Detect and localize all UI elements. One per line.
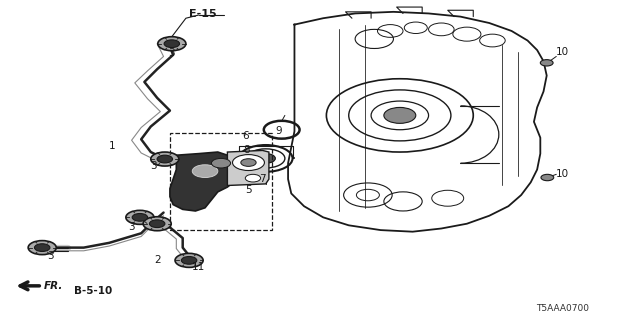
Text: T5AAA0700: T5AAA0700 (536, 304, 589, 313)
Text: 3: 3 (47, 251, 54, 260)
Circle shape (211, 158, 230, 168)
Text: 7: 7 (259, 174, 266, 184)
Circle shape (35, 244, 50, 252)
Circle shape (192, 165, 218, 178)
Circle shape (157, 155, 173, 163)
Circle shape (384, 108, 416, 123)
Text: 3: 3 (168, 48, 175, 58)
Circle shape (181, 257, 197, 264)
Polygon shape (227, 150, 269, 186)
Text: 10: 10 (556, 169, 569, 179)
Text: 8: 8 (243, 146, 250, 156)
Text: FR.: FR. (44, 281, 63, 291)
Polygon shape (170, 152, 240, 211)
Text: 9: 9 (275, 126, 282, 136)
Text: 6: 6 (242, 131, 248, 141)
Circle shape (126, 210, 154, 224)
Circle shape (232, 155, 264, 171)
Circle shape (256, 154, 275, 163)
Circle shape (149, 220, 165, 228)
Circle shape (164, 40, 180, 48)
Circle shape (132, 213, 148, 221)
Circle shape (158, 37, 186, 51)
Text: 1: 1 (109, 141, 116, 151)
Text: 10: 10 (556, 47, 569, 57)
Text: 3: 3 (128, 222, 135, 232)
Circle shape (541, 174, 554, 181)
Circle shape (540, 60, 553, 66)
Circle shape (28, 241, 56, 255)
Circle shape (143, 217, 172, 231)
Circle shape (241, 159, 256, 166)
Text: 2: 2 (154, 255, 161, 265)
Text: B-5-10: B-5-10 (74, 286, 113, 296)
Circle shape (151, 152, 179, 166)
Text: E-15: E-15 (189, 9, 217, 19)
Text: 11: 11 (192, 262, 205, 272)
Text: 5: 5 (245, 185, 252, 195)
Circle shape (175, 253, 203, 268)
Text: 3: 3 (150, 161, 157, 172)
Circle shape (245, 174, 260, 182)
